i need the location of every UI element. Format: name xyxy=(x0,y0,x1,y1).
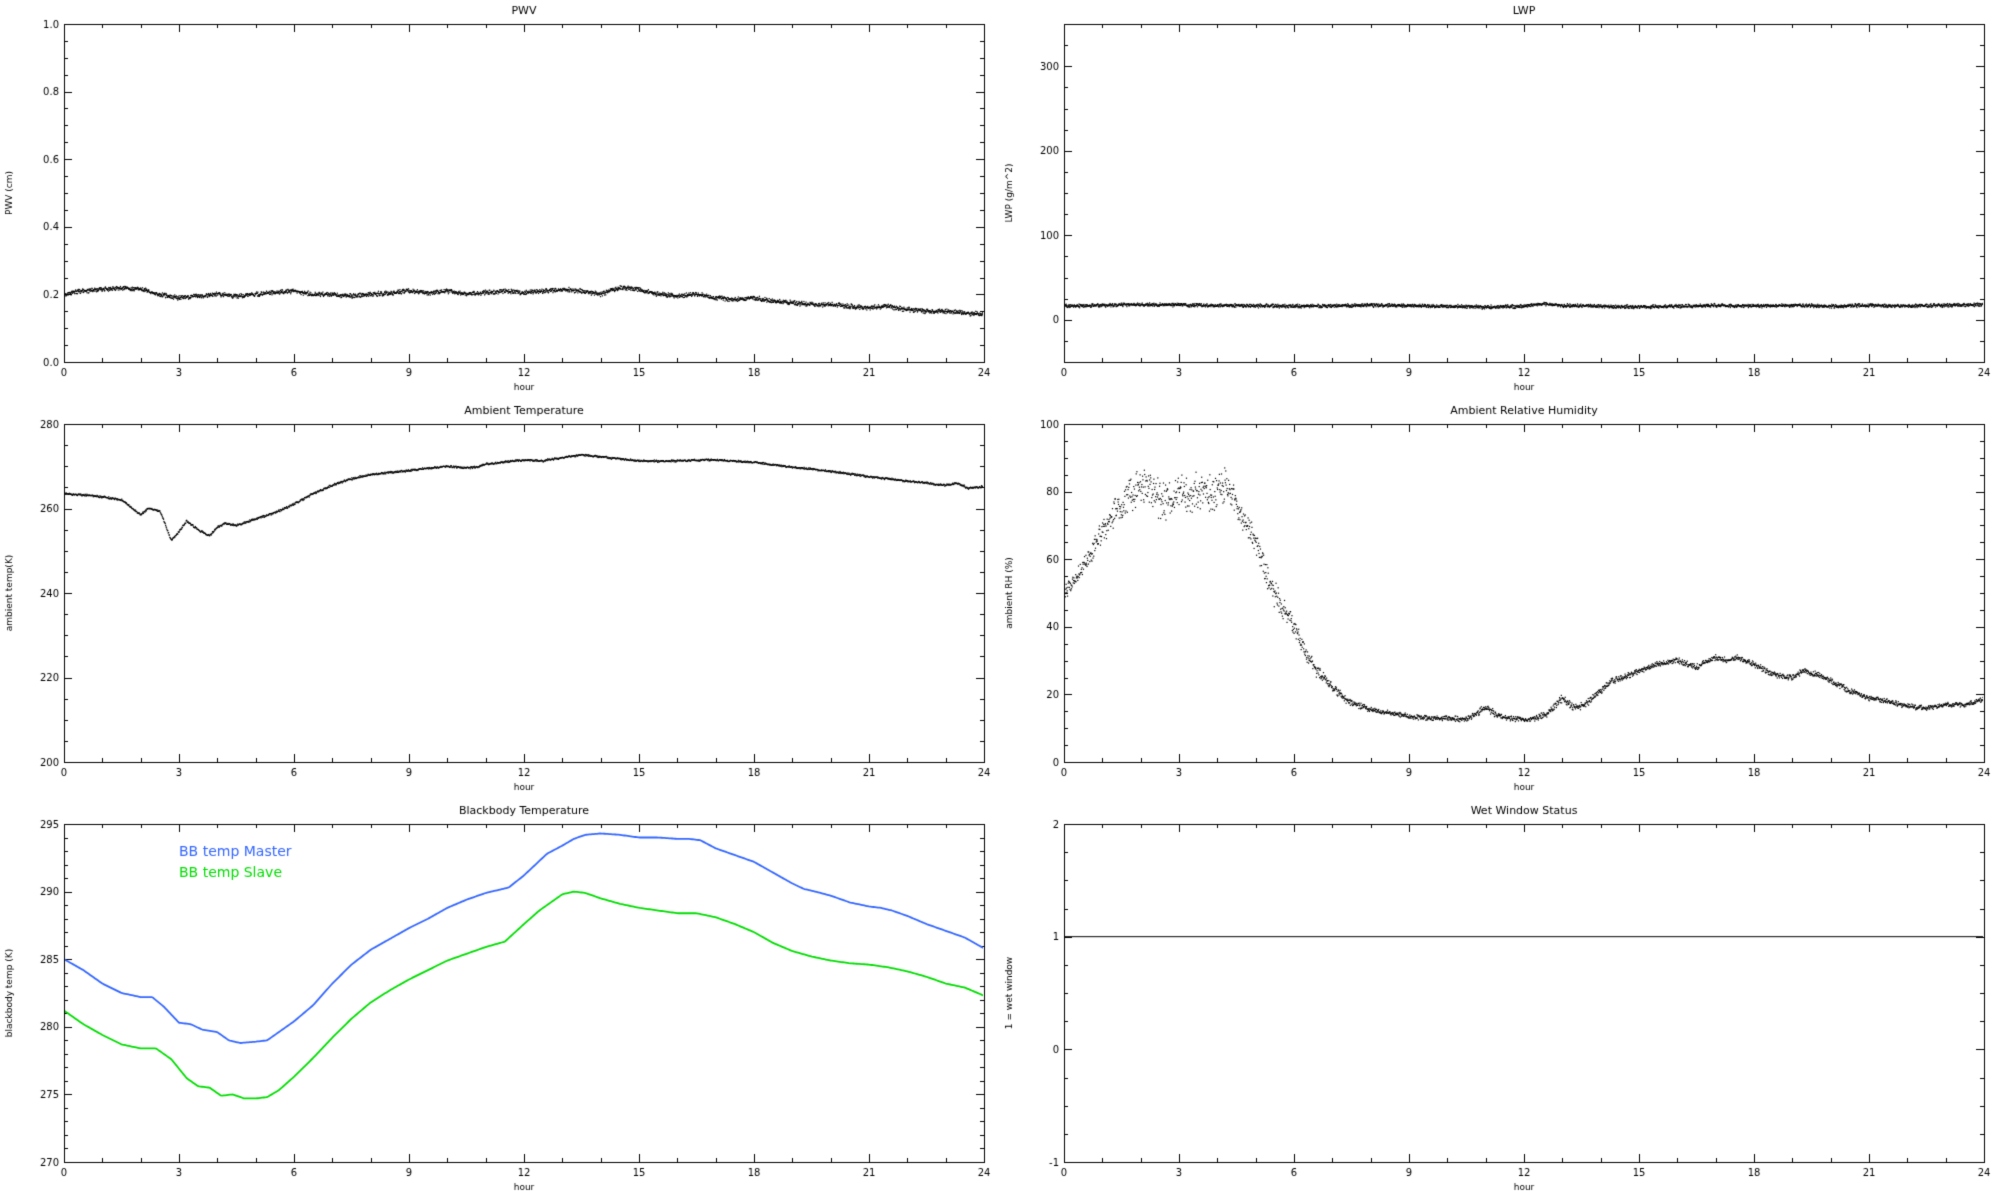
ambient-relative-humidity-chart xyxy=(1000,400,2000,800)
pwv-chart xyxy=(0,0,1000,400)
ambient-temperature-chart xyxy=(0,400,1000,800)
blackbody-temperature-chart xyxy=(0,800,1000,1200)
wet-window-status-chart xyxy=(1000,800,2000,1200)
lwp-chart xyxy=(1000,0,2000,400)
